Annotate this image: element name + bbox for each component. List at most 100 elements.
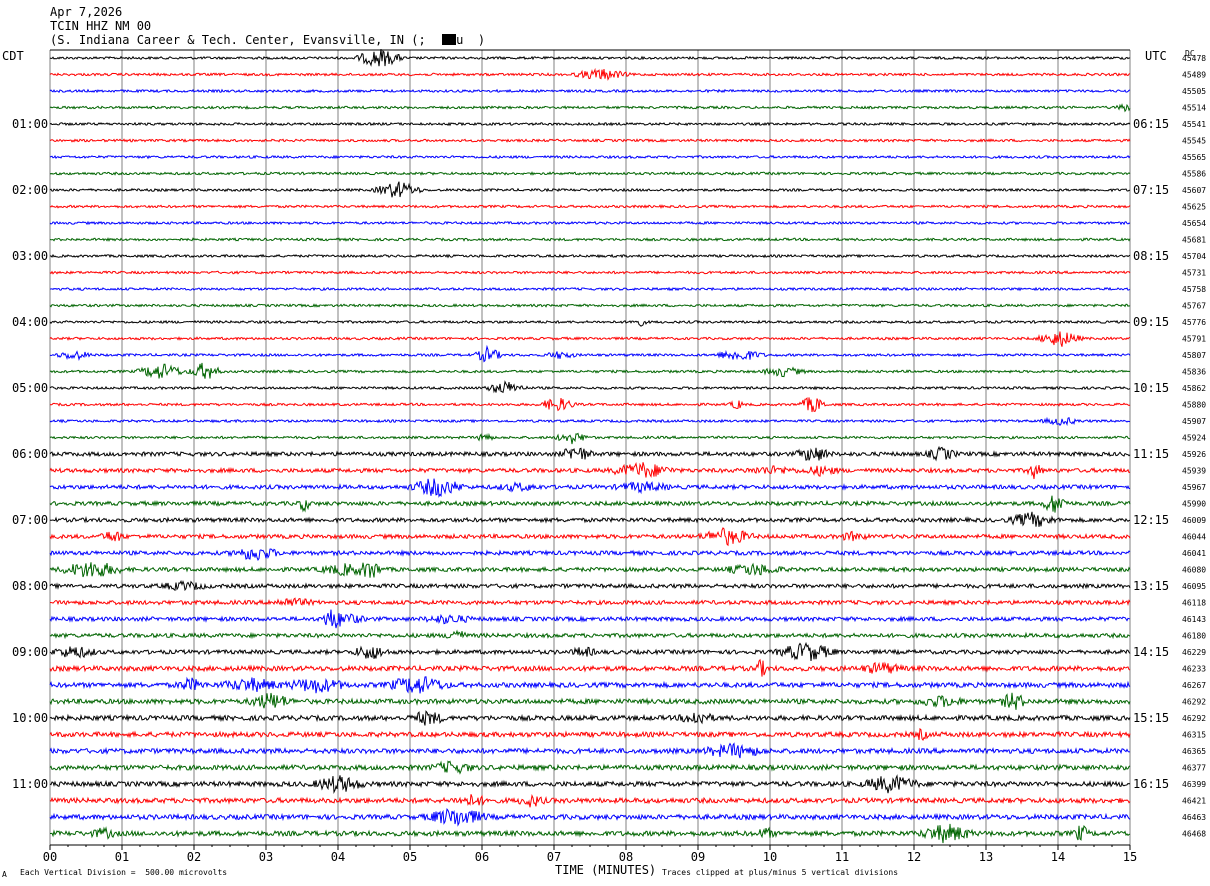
dc-offset-label-13: 45731 bbox=[1182, 269, 1206, 278]
trace-31 bbox=[49, 562, 1131, 578]
x-tick-label-12: 12 bbox=[907, 850, 921, 864]
trace-3 bbox=[49, 103, 1131, 113]
trace-46 bbox=[49, 808, 1131, 827]
right-hour-label-0: 06:15 bbox=[1133, 117, 1169, 131]
dc-offset-label-18: 45807 bbox=[1182, 351, 1206, 360]
x-axis-title: TIME (MINUTES) bbox=[555, 863, 657, 877]
dc-offset-label-30: 46041 bbox=[1182, 549, 1206, 558]
dc-offset-label-22: 45907 bbox=[1182, 417, 1206, 426]
dc-offset-label-46: 46463 bbox=[1182, 813, 1206, 822]
trace-26 bbox=[49, 478, 1131, 498]
trace-10 bbox=[49, 220, 1131, 226]
dc-offset-label-2: 45505 bbox=[1182, 87, 1206, 96]
trace-42 bbox=[49, 742, 1131, 759]
trace-37 bbox=[49, 658, 1131, 677]
trace-25 bbox=[49, 461, 1131, 480]
right-hour-label-8: 14:15 bbox=[1133, 645, 1169, 659]
left-hour-label-9: 10:00 bbox=[12, 711, 48, 725]
clip-note: Traces clipped at plus/minus 5 vertical … bbox=[662, 868, 899, 877]
dc-offset-label-0: 45478 bbox=[1182, 54, 1206, 63]
dc-offset-label-43: 46377 bbox=[1182, 764, 1206, 773]
trace-2 bbox=[49, 88, 1131, 94]
trace-17 bbox=[49, 331, 1131, 347]
trace-47 bbox=[50, 823, 1131, 844]
trace-30 bbox=[49, 548, 1131, 561]
x-tick-label-02: 02 bbox=[187, 850, 201, 864]
x-tick-label-13: 13 bbox=[979, 850, 993, 864]
dc-offset-label-37: 46233 bbox=[1182, 665, 1206, 674]
trace-45 bbox=[49, 794, 1131, 808]
dc-offset-label-4: 45541 bbox=[1182, 120, 1206, 129]
header-location-tail: u ) bbox=[456, 33, 486, 47]
x-tick-label-11: 11 bbox=[835, 850, 849, 864]
dc-offset-label-39: 46292 bbox=[1182, 698, 1206, 707]
x-tick-label-06: 06 bbox=[475, 850, 489, 864]
dc-offset-label-47: 46468 bbox=[1182, 830, 1206, 839]
dc-offset-label-12: 45704 bbox=[1182, 252, 1206, 261]
grid-lines bbox=[49, 49, 1131, 845]
trace-12 bbox=[49, 253, 1131, 259]
left-hour-label-2: 03:00 bbox=[12, 249, 48, 263]
trace-4 bbox=[49, 121, 1131, 127]
trace-23 bbox=[49, 432, 1131, 445]
dc-offset-label-10: 45654 bbox=[1182, 219, 1206, 228]
dc-offset-label-36: 46229 bbox=[1182, 648, 1206, 657]
left-hour-label-4: 05:00 bbox=[12, 381, 48, 395]
right-hour-label-1: 07:15 bbox=[1133, 183, 1169, 197]
trace-44 bbox=[49, 774, 1131, 794]
trace-38 bbox=[49, 676, 1131, 694]
x-tick-label-01: 01 bbox=[115, 850, 129, 864]
trace-36 bbox=[49, 641, 1131, 662]
dc-offset-label-44: 46399 bbox=[1182, 780, 1206, 789]
right-hour-label-9: 15:15 bbox=[1133, 711, 1169, 725]
dc-offset-label-11: 45681 bbox=[1182, 236, 1206, 245]
x-axis-ticks bbox=[49, 844, 1131, 850]
left-hour-label-6: 07:00 bbox=[12, 513, 48, 527]
dc-offset-label-29: 46044 bbox=[1182, 533, 1206, 542]
trace-1 bbox=[49, 67, 1131, 81]
dc-offset-label-35: 46180 bbox=[1182, 632, 1206, 641]
trace-32 bbox=[49, 579, 1131, 592]
header-location-text: (S. Indiana Career & Tech. Center, Evans… bbox=[50, 33, 441, 47]
dc-offset-label-19: 45836 bbox=[1182, 368, 1206, 377]
dc-offset-label-7: 45586 bbox=[1182, 170, 1206, 179]
dc-offset-label-25: 45939 bbox=[1182, 467, 1206, 476]
trace-41 bbox=[49, 727, 1131, 741]
trace-21 bbox=[49, 397, 1131, 413]
dc-offset-label-23: 45924 bbox=[1182, 434, 1206, 443]
x-tick-label-05: 05 bbox=[403, 850, 417, 864]
redacted-block bbox=[442, 34, 457, 45]
left-hour-label-7: 08:00 bbox=[12, 579, 48, 593]
trace-28 bbox=[49, 511, 1131, 527]
trace-39 bbox=[49, 692, 1131, 710]
dc-offset-label-16: 45776 bbox=[1182, 318, 1206, 327]
x-tick-label-00: 00 bbox=[43, 850, 57, 864]
right-hour-label-7: 13:15 bbox=[1133, 579, 1169, 593]
trace-18 bbox=[49, 344, 1131, 363]
dc-offset-label-15: 45767 bbox=[1182, 302, 1206, 311]
dc-offset-label-42: 46365 bbox=[1182, 747, 1206, 756]
dc-offset-label-45: 46421 bbox=[1182, 797, 1206, 806]
x-tick-label-08: 08 bbox=[619, 850, 633, 864]
dc-offset-label-20: 45862 bbox=[1182, 384, 1206, 393]
trace-11 bbox=[49, 237, 1131, 242]
trace-8 bbox=[49, 181, 1131, 198]
x-tick-label-15: 15 bbox=[1123, 850, 1137, 864]
trace-6 bbox=[49, 154, 1131, 160]
trace-34 bbox=[49, 609, 1131, 629]
dc-offset-label-38: 46267 bbox=[1182, 681, 1206, 690]
dc-offset-label-1: 45489 bbox=[1182, 71, 1206, 80]
dc-offset-label-21: 45880 bbox=[1182, 401, 1206, 410]
trace-16 bbox=[49, 319, 1130, 327]
trace-0 bbox=[49, 48, 1131, 67]
trace-27 bbox=[49, 495, 1131, 513]
dc-offset-label-32: 46095 bbox=[1182, 582, 1206, 591]
right-hour-label-2: 08:15 bbox=[1133, 249, 1169, 263]
trace-43 bbox=[49, 760, 1131, 775]
right-hour-label-4: 10:15 bbox=[1133, 381, 1169, 395]
dc-label: DC bbox=[1185, 49, 1195, 58]
left-hour-label-5: 06:00 bbox=[12, 447, 48, 461]
left-hour-label-8: 09:00 bbox=[12, 645, 48, 659]
trace-7 bbox=[49, 171, 1131, 176]
left-hour-label-10: 11:00 bbox=[12, 777, 48, 791]
